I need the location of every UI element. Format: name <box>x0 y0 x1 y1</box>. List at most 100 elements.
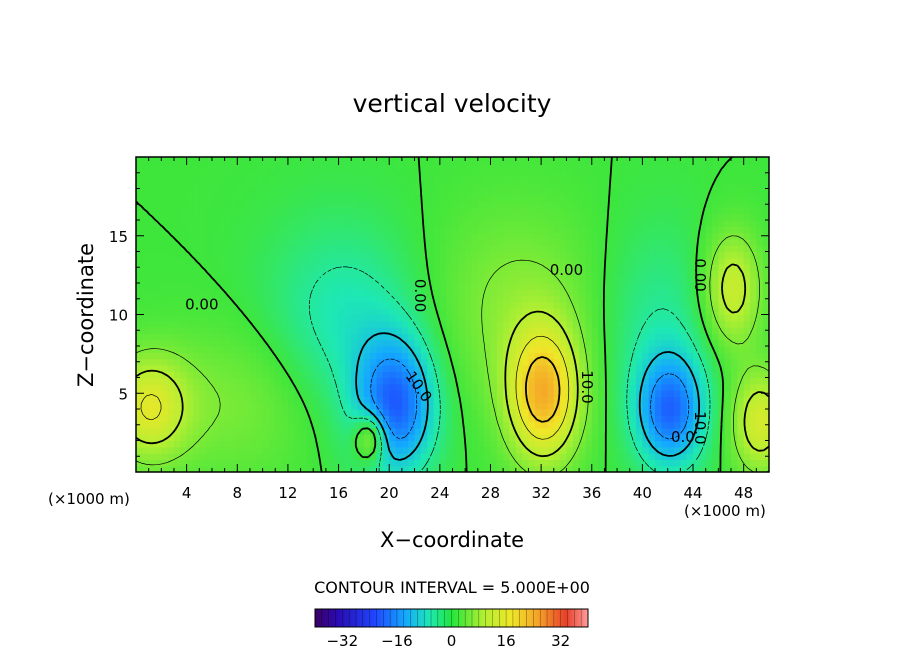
heatmap-cell <box>655 308 662 316</box>
heatmap-cell <box>243 194 251 202</box>
heatmap-cell <box>243 270 251 278</box>
heatmap-cell <box>180 283 188 290</box>
heatmap-cell <box>560 257 568 265</box>
heatmap-cell <box>389 226 397 234</box>
heatmap-cell <box>433 220 441 227</box>
heatmap-cell <box>237 283 245 290</box>
heatmap-cell <box>205 314 213 322</box>
heatmap-cell <box>338 409 346 416</box>
heatmap-cell <box>167 188 175 196</box>
heatmap-cell <box>648 459 656 467</box>
heatmap-cell <box>591 377 599 385</box>
heatmap-cell <box>148 238 156 246</box>
heatmap-cell <box>465 390 473 397</box>
heatmap-cell <box>205 346 213 353</box>
heatmap-cell <box>338 295 346 303</box>
heatmap-cell <box>205 383 213 391</box>
heatmap-cell <box>718 188 726 196</box>
heatmap-cell <box>167 346 175 353</box>
heatmap-cell <box>306 283 314 290</box>
heatmap-cell <box>680 346 688 353</box>
heatmap-cell <box>655 194 662 202</box>
heatmap-cell <box>471 364 479 372</box>
heatmap-cell <box>515 327 523 334</box>
heatmap-cell <box>237 207 245 215</box>
heatmap-cell <box>357 257 365 265</box>
heatmap-cell <box>148 421 156 429</box>
heatmap-cell <box>363 339 371 347</box>
heatmap-cell <box>731 421 738 429</box>
heatmap-cell <box>230 251 238 259</box>
heatmap-cell <box>528 364 536 372</box>
heatmap-cell <box>623 314 631 322</box>
heatmap-cell <box>363 182 371 190</box>
heatmap-cell <box>313 383 321 391</box>
heatmap-cell <box>642 440 650 448</box>
heatmap-cell <box>332 226 340 234</box>
heatmap-cell <box>591 201 599 208</box>
heatmap-cell <box>750 245 757 253</box>
heatmap-cell <box>249 226 257 234</box>
heatmap-cell <box>705 245 713 253</box>
heatmap-cell <box>458 251 466 259</box>
heatmap-cell <box>306 459 314 467</box>
heatmap-cell <box>648 276 656 284</box>
heatmap-cell <box>161 289 169 297</box>
heatmap-cell <box>452 465 460 472</box>
heatmap-cell <box>180 264 188 271</box>
heatmap-cell <box>699 251 707 259</box>
heatmap-cell <box>743 453 751 460</box>
heatmap-cell <box>598 232 606 240</box>
heatmap-cell <box>731 440 738 448</box>
heatmap-cell <box>313 377 321 385</box>
heatmap-cell <box>408 270 416 278</box>
heatmap-cell <box>325 283 333 290</box>
heatmap-cell <box>287 465 295 472</box>
heatmap-cell <box>256 459 264 467</box>
heatmap-cell <box>287 333 295 341</box>
heatmap-cell <box>541 201 549 208</box>
heatmap-cell <box>490 409 498 416</box>
heatmap-cell <box>344 276 352 284</box>
heatmap-cell <box>636 257 643 265</box>
heatmap-cell <box>300 220 308 227</box>
heatmap-cell <box>439 201 447 208</box>
heatmap-cell <box>737 257 745 265</box>
heatmap-cell <box>750 465 757 472</box>
heatmap-cell <box>142 295 150 303</box>
heatmap-cell <box>357 402 365 410</box>
heatmap-cell <box>256 257 264 265</box>
heatmap-cell <box>224 421 232 429</box>
heatmap-cell <box>167 371 175 379</box>
heatmap-cell <box>192 371 200 379</box>
heatmap-cell <box>655 295 662 303</box>
heatmap-cell <box>712 257 719 265</box>
heatmap-cell <box>395 270 403 278</box>
heatmap-cell <box>294 440 302 448</box>
heatmap-cell <box>382 264 390 271</box>
heatmap-cell <box>515 459 523 467</box>
heatmap-cell <box>275 157 283 164</box>
heatmap-cell <box>351 188 359 196</box>
heatmap-cell <box>490 346 498 353</box>
heatmap-cell <box>275 169 283 177</box>
heatmap-cell <box>389 201 397 208</box>
heatmap-cell <box>262 163 270 171</box>
heatmap-cell <box>743 182 751 190</box>
heatmap-cell <box>496 358 504 366</box>
heatmap-cell <box>667 333 675 341</box>
heatmap-cell <box>433 427 441 435</box>
heatmap-cell <box>205 201 213 208</box>
heatmap-cell <box>230 364 238 372</box>
heatmap-cell <box>237 402 245 410</box>
heatmap-cell <box>705 371 713 379</box>
heatmap-cell <box>357 434 365 442</box>
heatmap-cell <box>553 264 561 271</box>
heatmap-cell <box>230 459 238 467</box>
heatmap-cell <box>319 264 327 271</box>
heatmap-cell <box>458 295 466 303</box>
heatmap-cell <box>737 327 745 334</box>
heatmap-cell <box>344 440 352 448</box>
heatmap-cell <box>325 371 333 379</box>
heatmap-cell <box>699 390 707 397</box>
